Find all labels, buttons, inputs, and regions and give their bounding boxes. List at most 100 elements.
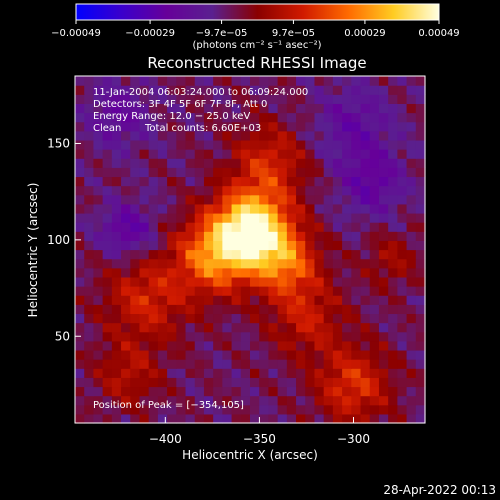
heatmap-cell — [231, 258, 242, 269]
heatmap-cell — [259, 368, 270, 378]
heatmap-cell — [305, 377, 316, 388]
heatmap-cell — [406, 377, 417, 388]
heatmap-cell — [415, 185, 426, 196]
heatmap-cell — [222, 313, 233, 324]
heatmap-cell — [332, 112, 343, 123]
heatmap-cell — [415, 112, 426, 123]
heatmap-cell — [111, 203, 122, 214]
heatmap-cell — [185, 395, 196, 406]
heatmap-cell — [305, 76, 316, 86]
heatmap-cell — [194, 240, 205, 251]
heatmap-cell — [277, 158, 288, 168]
heatmap-cell — [222, 304, 233, 315]
heatmap-cell — [139, 368, 150, 378]
heatmap-cell — [231, 377, 242, 388]
heatmap-cell — [378, 349, 389, 360]
heatmap-cell — [213, 331, 223, 342]
heatmap-cell — [351, 386, 362, 397]
heatmap-cell — [84, 413, 95, 424]
heatmap-cell — [277, 185, 288, 196]
heatmap-cell — [84, 258, 95, 269]
heatmap-cell — [406, 112, 417, 123]
heatmap-cell — [277, 103, 288, 114]
heatmap-cell — [397, 231, 408, 241]
heatmap-cell — [388, 413, 398, 424]
heatmap-cell — [314, 340, 325, 351]
heatmap-cell — [406, 194, 417, 205]
heatmap-cell — [259, 295, 270, 305]
heatmap-cell — [203, 322, 214, 333]
heatmap-cell — [93, 222, 104, 232]
heatmap-cell — [130, 203, 141, 214]
heatmap-cell — [176, 349, 187, 360]
heatmap-cell — [176, 212, 187, 223]
heatmap-cell — [342, 130, 352, 141]
heatmap-cell — [397, 94, 408, 104]
heatmap-cell — [84, 149, 95, 159]
heatmap-cell — [222, 85, 233, 95]
heatmap-image — [75, 76, 426, 424]
heatmap-cell — [378, 286, 389, 296]
heatmap-cell — [75, 94, 85, 104]
heatmap-cell — [268, 304, 279, 315]
heatmap-cell — [332, 130, 343, 141]
heatmap-cell — [286, 112, 297, 123]
heatmap-cell — [148, 286, 159, 296]
heatmap-cell — [139, 112, 150, 123]
heatmap-cell — [378, 322, 389, 333]
heatmap-cell — [139, 176, 150, 187]
heatmap-cell — [351, 185, 362, 196]
heatmap-cell — [111, 258, 122, 269]
heatmap-cell — [176, 222, 187, 232]
annotation-energy-range: Energy Range: 12.0 − 25.0 keV — [93, 111, 250, 122]
heatmap-cell — [369, 276, 380, 287]
heatmap-cell — [360, 194, 371, 205]
heatmap-cell — [93, 340, 104, 351]
heatmap-cell — [286, 267, 297, 278]
heatmap-cell — [75, 377, 85, 388]
heatmap-cell — [139, 286, 150, 296]
heatmap-cell — [351, 231, 362, 241]
heatmap-cell — [415, 377, 426, 388]
heatmap-cell — [397, 377, 408, 388]
heatmap-cell — [314, 368, 325, 378]
heatmap-cell — [203, 103, 214, 114]
heatmap-cell — [415, 121, 426, 132]
heatmap-cell — [397, 258, 408, 269]
heatmap-cell — [250, 368, 260, 378]
heatmap-cell — [277, 167, 288, 178]
heatmap-cell — [259, 85, 270, 95]
heatmap-cell — [231, 231, 242, 241]
heatmap-cell — [378, 240, 389, 251]
heatmap-cell — [314, 395, 325, 406]
heatmap-cell — [250, 258, 260, 269]
heatmap-cell — [323, 103, 334, 114]
heatmap-cell — [259, 103, 270, 114]
heatmap-cell — [268, 212, 279, 223]
heatmap-cell — [415, 167, 426, 178]
heatmap-cell — [286, 395, 297, 406]
heatmap-cell — [360, 130, 371, 141]
heatmap-cell — [167, 203, 177, 214]
heatmap-cell — [415, 313, 426, 324]
heatmap-cell — [213, 212, 223, 223]
heatmap-cell — [332, 349, 343, 360]
heatmap-cell — [231, 121, 242, 132]
heatmap-cell — [240, 212, 251, 223]
heatmap-cell — [296, 94, 306, 104]
heatmap-cell — [378, 194, 389, 205]
heatmap-cell — [250, 377, 260, 388]
heatmap-cell — [268, 258, 279, 269]
heatmap-cell — [342, 85, 352, 95]
heatmap-cell — [259, 240, 270, 251]
heatmap-cell — [121, 130, 131, 141]
heatmap-cell — [342, 313, 352, 324]
heatmap-cell — [314, 176, 325, 187]
heatmap-cell — [250, 158, 260, 168]
heatmap-cell — [222, 368, 233, 378]
heatmap-cell — [332, 176, 343, 187]
heatmap-cell — [286, 103, 297, 114]
heatmap-cell — [84, 203, 95, 214]
heatmap-cell — [323, 359, 334, 369]
heatmap-cell — [259, 322, 270, 333]
